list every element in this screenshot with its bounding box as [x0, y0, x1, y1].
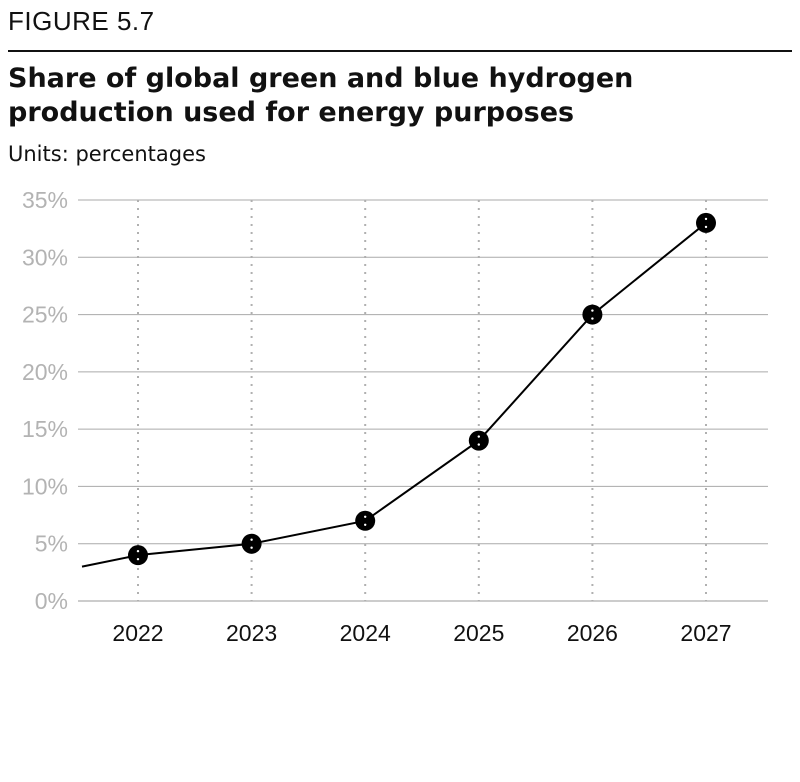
header-rule — [8, 50, 792, 52]
y-tick-label: 30% — [22, 244, 68, 270]
y-tick-label: 20% — [22, 359, 68, 385]
x-tick-label: 2025 — [453, 620, 504, 646]
x-tick-label: 2024 — [340, 620, 391, 646]
data-point — [128, 545, 148, 566]
x-tick-label: 2023 — [226, 620, 277, 646]
data-point — [355, 510, 376, 531]
data-point-dot — [364, 515, 367, 518]
data-point-dot — [250, 546, 253, 549]
y-tick-label: 15% — [22, 416, 68, 442]
x-tick-label: 2022 — [112, 620, 163, 646]
data-point-dot — [591, 317, 594, 320]
data-point-dot — [136, 557, 140, 561]
data-point-dot — [477, 443, 480, 446]
x-tick-label: 2027 — [680, 620, 731, 646]
data-point-dot — [704, 225, 708, 229]
y-tick-label: 35% — [22, 187, 68, 213]
figure-label: FIGURE 5.7 — [8, 6, 155, 36]
data-point — [468, 430, 489, 451]
data-point — [696, 212, 716, 233]
data-point — [241, 533, 262, 554]
y-tick-label: 10% — [22, 473, 68, 499]
y-tick-label: 5% — [35, 531, 68, 557]
units-label: Units: percentages — [8, 142, 206, 166]
series-line — [81, 222, 707, 568]
data-point-dot — [704, 217, 708, 221]
data-point — [582, 304, 603, 325]
y-tick-label: 25% — [22, 302, 68, 328]
data-point-dot — [136, 549, 140, 553]
x-tick-label: 2026 — [567, 620, 618, 646]
chart-title: Share of global green and blue hydrogen … — [8, 63, 634, 128]
data-point-dot — [364, 523, 367, 526]
data-point-dot — [250, 538, 253, 541]
data-point-dot — [477, 435, 480, 438]
data-point-dot — [591, 309, 594, 312]
y-tick-label: 0% — [35, 588, 68, 614]
